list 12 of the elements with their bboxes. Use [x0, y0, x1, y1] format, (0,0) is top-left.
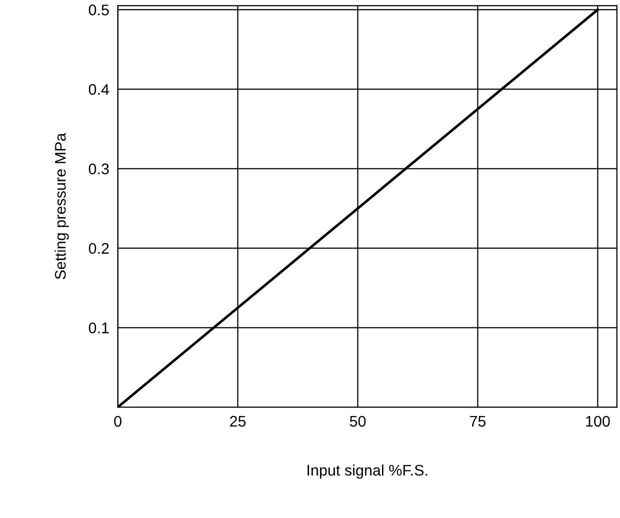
x-axis-title: Input signal %F.S.: [308, 464, 428, 479]
y-tick-label: 0.5: [88, 4, 109, 16]
y-tick-label: 0.1: [88, 322, 109, 334]
x-tick-label: 100: [586, 416, 610, 427]
x-tick-label: 50: [350, 416, 366, 427]
y-tick-label: 0.4: [88, 84, 110, 95]
y-tick-label: 0.3: [88, 164, 109, 174]
x-tick-label: 0: [114, 416, 122, 427]
y-axis-title: Setting pressure MPa: [54, 132, 69, 280]
y-tick-label: 0.2: [88, 243, 109, 254]
x-tick-label: 75: [470, 416, 486, 427]
x-tick-label: 25: [230, 416, 246, 427]
